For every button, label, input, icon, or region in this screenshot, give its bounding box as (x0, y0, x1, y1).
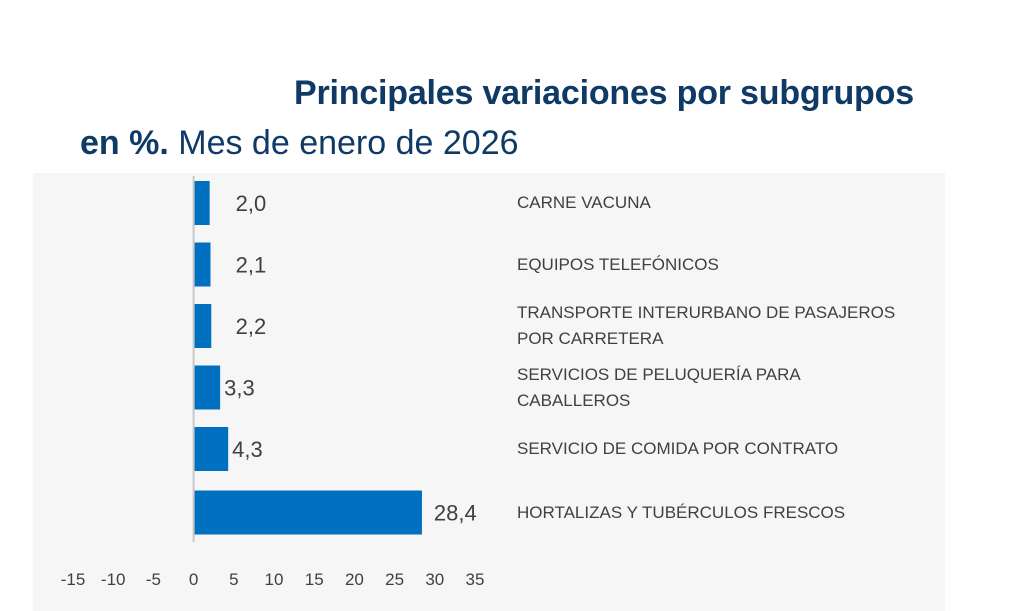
category-label-line: POR CARRETERA (517, 329, 664, 348)
x-tick-label: 20 (345, 570, 364, 589)
category-label-line: SERVICIOS DE PELUQUERÍA PARA (517, 364, 801, 384)
bar (194, 365, 221, 410)
category-label-line: CABALLEROS (517, 390, 631, 410)
chart-title-period: Mes de enero de 2026 (168, 124, 519, 162)
chart-title-line1: Principales variaciones por subgrupos (294, 74, 914, 112)
x-tick-label: 5 (229, 570, 238, 589)
x-tick-label: 0 (189, 570, 198, 589)
bar (194, 427, 229, 471)
data-label: 3,3 (224, 376, 255, 401)
category-label: SERVICIO DE COMIDA POR CONTRATO (517, 436, 838, 462)
data-label: 2,0 (236, 191, 267, 216)
x-tick-label: -10 (101, 570, 126, 589)
category-label-line: HORTALIZAS Y TUBÉRCULOS FRESCOS (517, 502, 846, 522)
x-tick-label: 30 (425, 570, 444, 589)
chart-panel (33, 173, 945, 611)
bar (194, 304, 212, 348)
chart-title-unit: en %. (80, 124, 169, 162)
bar (194, 181, 210, 225)
category-label: SERVICIOS DE PELUQUERÍA PARA CABALLEROS (517, 362, 801, 414)
category-label-line: EQUIPOS TELEFÓNICOS (517, 254, 719, 274)
category-label-line: SERVICIO DE COMIDA POR CONTRATO (517, 439, 839, 458)
x-tick-label: -15 (61, 570, 86, 589)
x-tick-label: 35 (466, 570, 485, 589)
x-tick-label: 25 (385, 570, 404, 589)
x-tick-label: 15 (305, 570, 324, 589)
x-tick-label: -5 (146, 570, 161, 589)
x-tick-label: 10 (265, 570, 284, 589)
category-label-line: CARNE VACUNA (517, 193, 651, 212)
chart-title-line2: en %. Mes de enero de 2026 (80, 124, 519, 163)
data-label: 4,3 (232, 437, 263, 462)
category-label: EQUIPOS TELEFÓNICOS (517, 252, 719, 278)
category-label: TRANSPORTE INTERURBANO DE PASAJEROS POR C… (517, 300, 895, 352)
data-label: 28,4 (434, 501, 477, 526)
bar (194, 242, 211, 287)
bar (194, 490, 422, 535)
category-label: HORTALIZAS Y TUBÉRCULOS FRESCOS (517, 500, 845, 526)
category-label: CARNE VACUNA (517, 190, 651, 216)
data-label: 2,2 (236, 314, 267, 339)
category-label-line: TRANSPORTE INTERURBANO DE PASAJEROS (517, 303, 896, 322)
data-label: 2,1 (236, 253, 267, 278)
